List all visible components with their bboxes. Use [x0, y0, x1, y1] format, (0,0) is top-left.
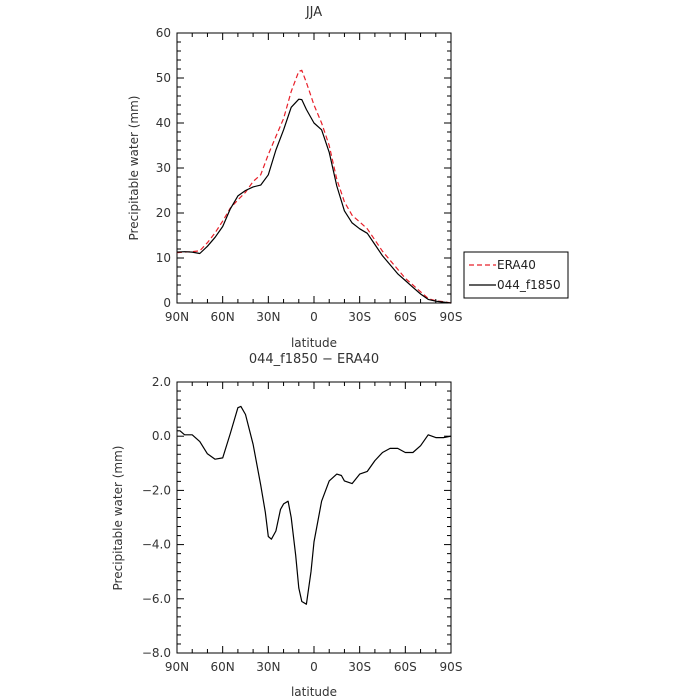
bottom-chart-y-tick-label: −6.0 — [142, 592, 171, 606]
top-chart-x-tick-label: 30N — [256, 310, 280, 324]
top-chart-ylabel: Precipitable water (mm) — [127, 96, 141, 241]
top-chart: 90N 60N 30N 0 30S 60S 90S 0 10 20 30 40 50 60 — [156, 26, 463, 324]
bottom-chart-x-tick-label: 90S — [440, 660, 463, 674]
top-chart-y-tick-label: 20 — [156, 206, 171, 220]
bottom-chart-x-tick-label: 90N — [165, 660, 189, 674]
legend-f1850-label: 044_f1850 — [497, 278, 561, 292]
top-chart-x-tick-label: 30S — [348, 310, 371, 324]
legend: ERA40 044_f1850 — [463, 251, 569, 299]
top-chart-title: JJA — [305, 5, 322, 20]
top-chart-y-tick-label: 40 — [156, 116, 171, 130]
bottom-chart-series-series-0-line — [177, 405, 452, 605]
top-chart-x-tick-label: 90S — [440, 310, 463, 324]
bottom-chart-y-tick-label: −8.0 — [142, 646, 171, 660]
legend-era40-label: ERA40 — [497, 258, 536, 272]
top-chart-y-tick-label: 50 — [156, 71, 171, 85]
bottom-chart-x-tick-label: 30N — [256, 660, 280, 674]
bottom-chart-x-tick-label: 60S — [394, 660, 417, 674]
bottom-chart-y-tick-label: −4.0 — [142, 538, 171, 552]
bottom-chart-x-tick-label: 60N — [211, 660, 235, 674]
top-chart-y-tick-label: 60 — [156, 26, 171, 40]
bottom-chart-y-tick-label: 2.0 — [152, 375, 171, 389]
bottom-chart-plot-frame — [176, 381, 452, 654]
bottom-chart: 90N 60N 30N 0 30S 60S 90S −8.0 −6.0 −4.0 −2.0 0.0 2.… — [142, 375, 463, 674]
bottom-chart-xlabel: latitude — [291, 685, 337, 699]
top-chart-plot-frame — [176, 32, 452, 304]
top-chart-x-tick-label: 90N — [165, 310, 189, 324]
top-chart-y-tick-label: 10 — [156, 251, 171, 265]
bottom-chart-y-tick-label: −2.0 — [142, 483, 171, 497]
bottom-chart-y-tick-label: 0.0 — [152, 429, 171, 443]
top-chart-x-tick-label: 0 — [310, 310, 318, 324]
top-chart-series-era40-line — [176, 69, 452, 304]
top-chart-y-tick-label: 0 — [163, 296, 171, 310]
top-chart-x-tick-label: 60S — [394, 310, 417, 324]
top-chart-y-tick-label: 30 — [156, 161, 171, 175]
legend-box — [463, 251, 569, 299]
top-chart-x-tick-label: 60N — [211, 310, 235, 324]
bottom-chart-ylabel: Precipitable water (mm) — [111, 446, 125, 591]
top-chart-xlabel: latitude — [291, 336, 337, 350]
bottom-chart-x-tick-label: 30S — [348, 660, 371, 674]
bottom-chart-x-tick-label: 0 — [310, 660, 318, 674]
top-chart-series-044-f1850-line — [176, 98, 452, 304]
bottom-chart-title: 044_f1850 − ERA40 — [249, 352, 379, 367]
